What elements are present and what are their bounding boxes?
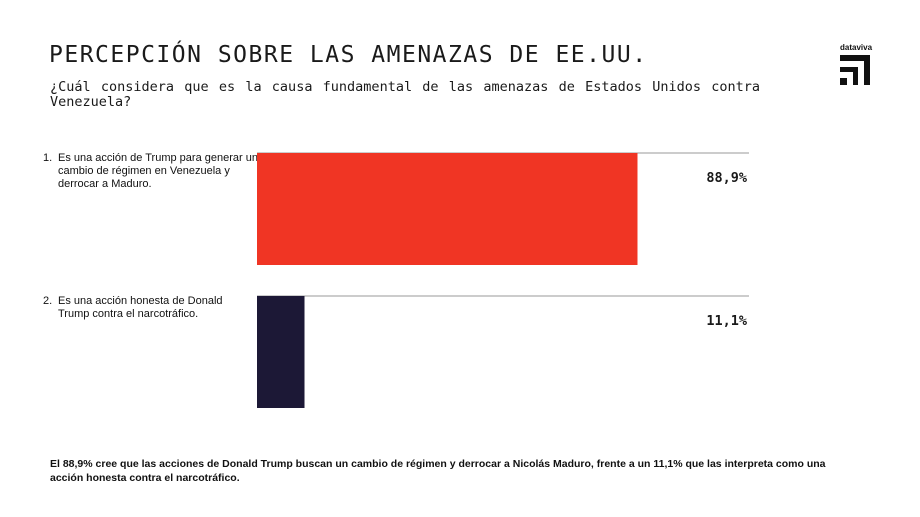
category-text-2: Es una acción honesta de Donald Trump co… [58,295,223,320]
value-label-1: 88,9% [706,170,748,186]
bar-1 [257,153,638,265]
logo-text: dataviva [840,43,873,52]
category-number-1: 1. [43,152,53,164]
page-subtitle: ¿Cuál considera que es la causa fundamen… [50,79,760,110]
category-number-2: 2. [43,295,53,307]
value-label-2: 11,1% [706,313,748,329]
footnote: El 88,9% cree que las acciones de Donald… [50,458,826,484]
category-text-1: Es una acción de Trump para generar un c… [58,152,258,190]
page-title: PERCEPCIÓN SOBRE LAS AMENAZAS DE EE.UU. [49,42,648,68]
bar-2 [257,296,305,408]
category-label-2: 2. Es una acción honesta de Donald Trump… [43,295,253,321]
brand-logo: dataviva [832,43,880,85]
dataviva-logo-icon [840,55,870,85]
category-label-1: 1. Es una acción de Trump para generar u… [43,152,263,191]
